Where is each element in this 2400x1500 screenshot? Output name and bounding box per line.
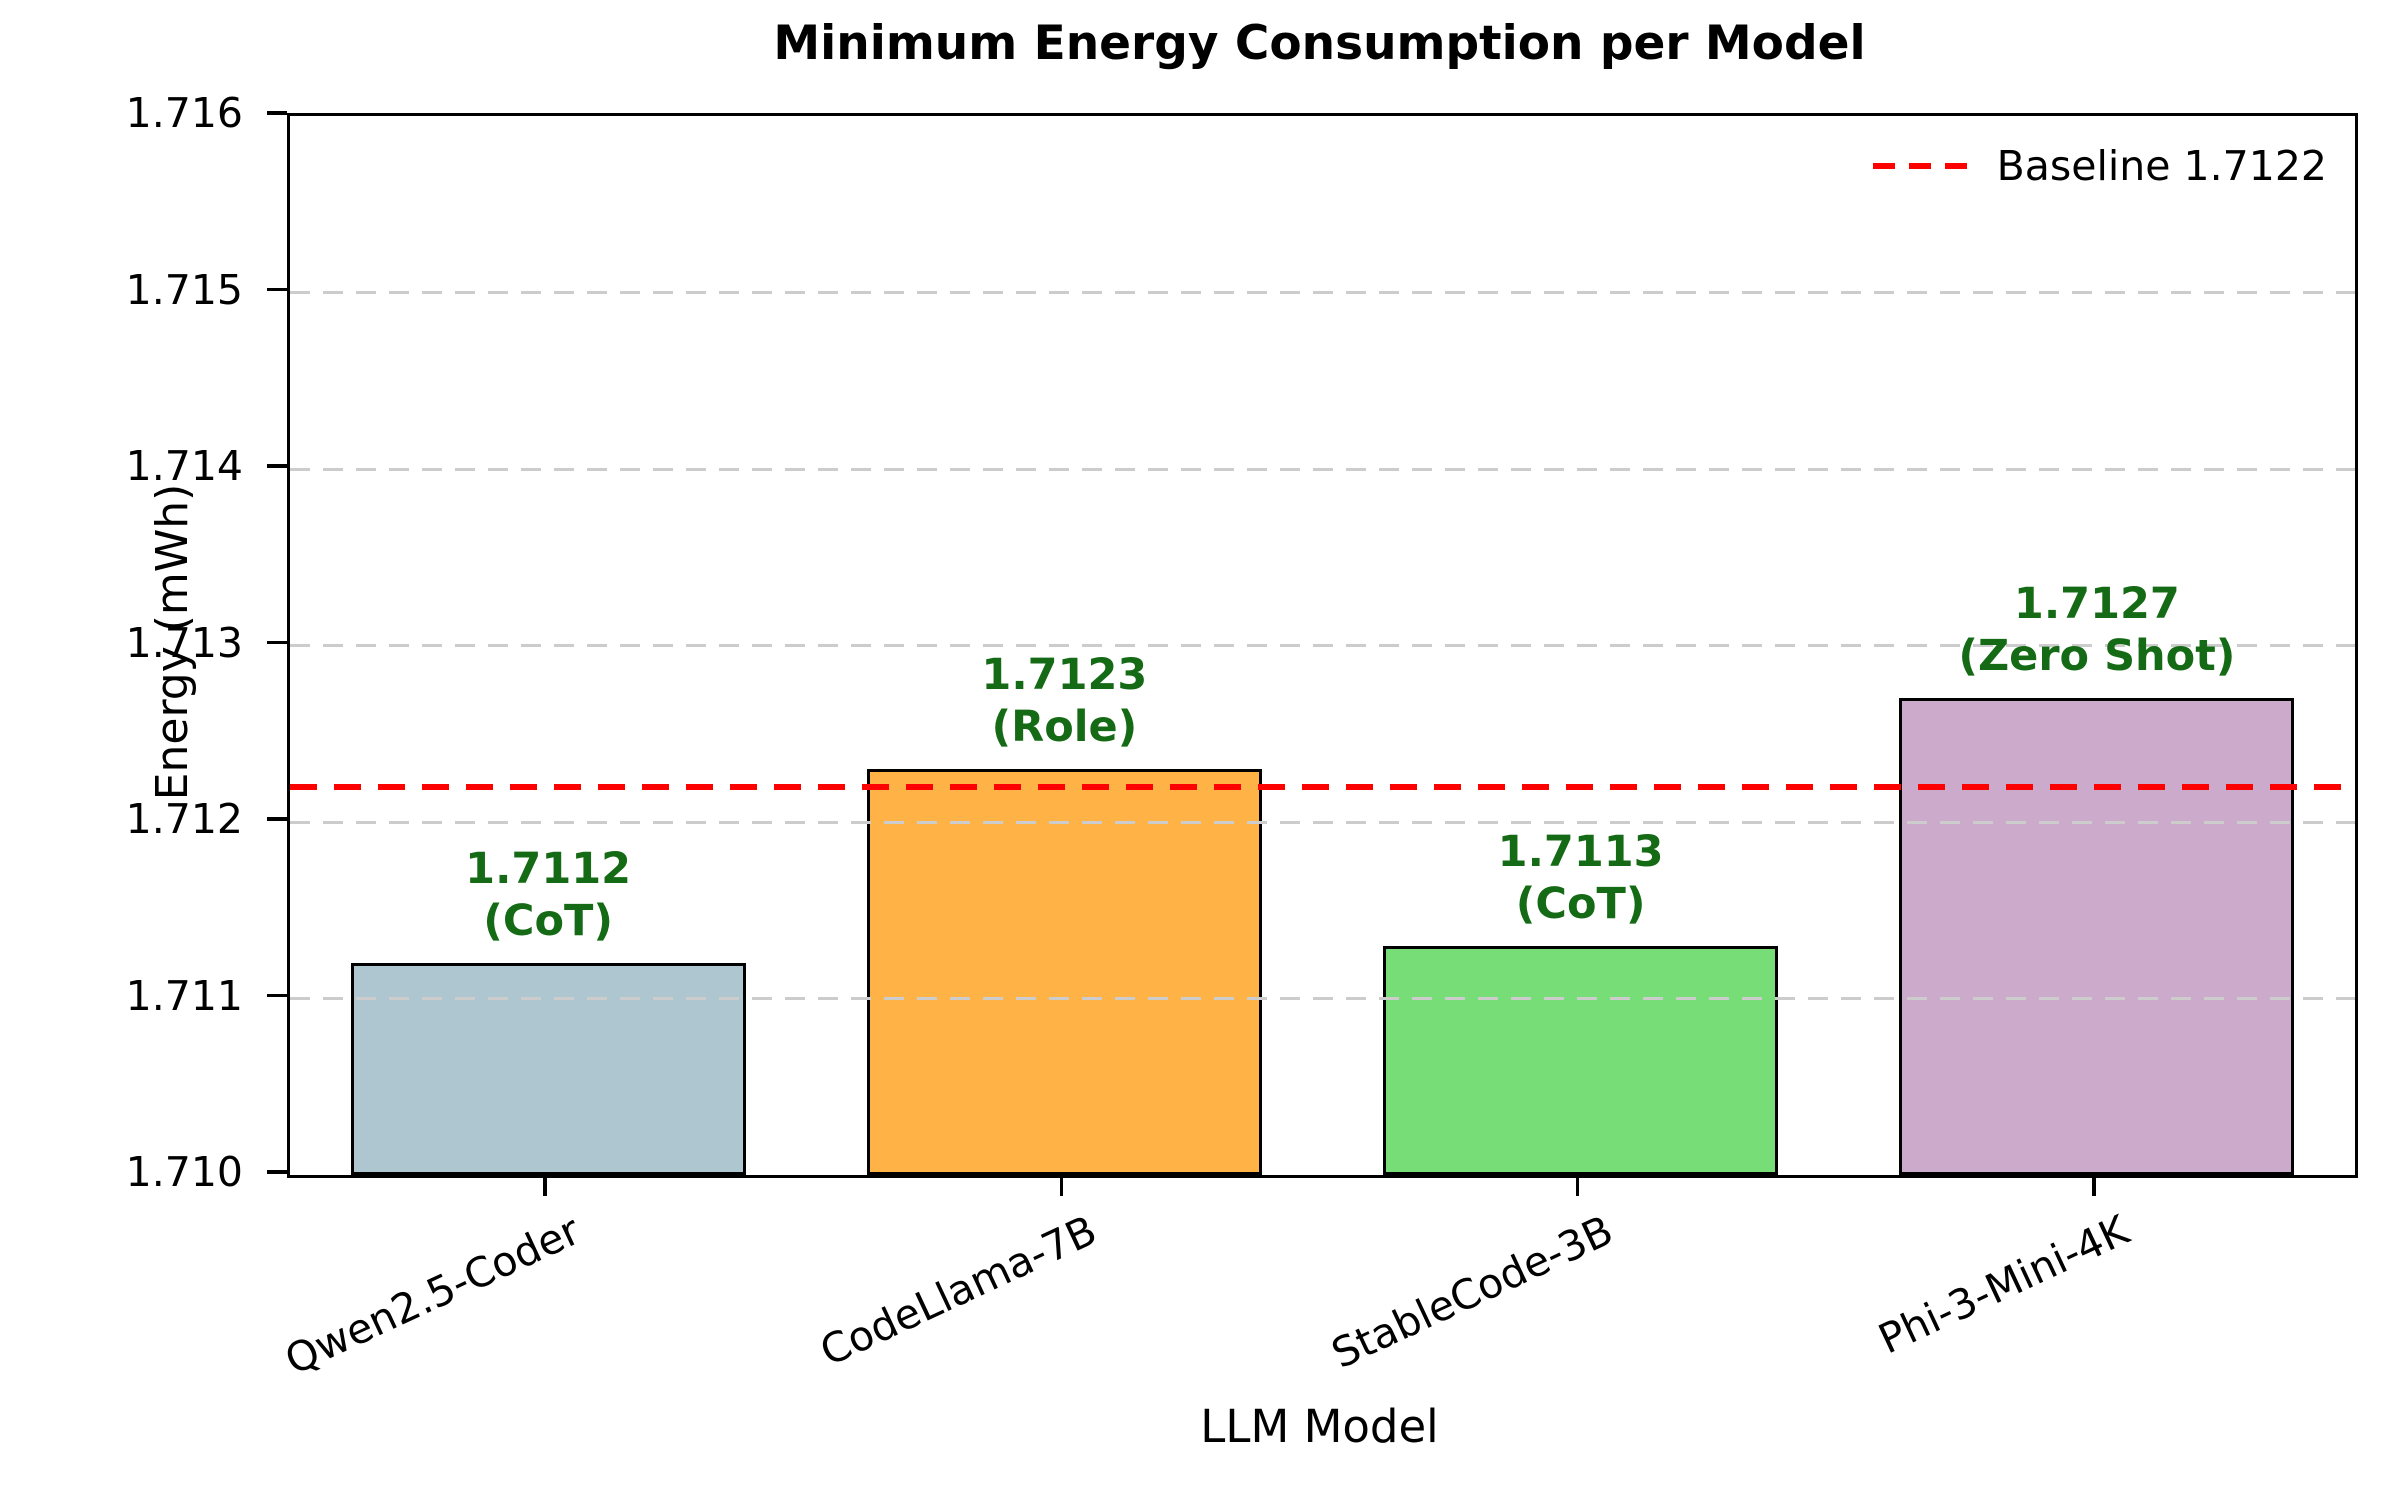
- y-tick-label: 1.715: [125, 265, 243, 314]
- annotation-strategy: (Role): [991, 702, 1138, 753]
- y-tick-label: 1.713: [125, 618, 243, 667]
- chart-title: Minimum Energy Consumption per Model: [773, 16, 1866, 71]
- y-tick-mark: [267, 817, 287, 821]
- y-tick-mark: [267, 640, 287, 645]
- gridline: [290, 997, 2355, 1000]
- baseline-legend-label: Baseline 1.7122: [1996, 142, 2327, 190]
- x-tick-mark: [1575, 1176, 1580, 1196]
- y-tick-label: 1.716: [125, 89, 243, 137]
- x-tick-label-CodeLlama-7B: CodeLlama-7B: [812, 1206, 1104, 1376]
- y-tick-mark: [267, 287, 287, 292]
- bar-annotation-Phi-3-Mini-4K: 1.7127 (Zero Shot): [1958, 578, 2235, 682]
- x-axis-title: LLM Model: [1200, 1400, 1439, 1453]
- y-tick-label: 1.710: [125, 1148, 243, 1196]
- annotation-value: 1.7127: [2013, 579, 2180, 630]
- y-tick-mark: [267, 993, 287, 998]
- x-tick-label-Phi-3-Mini-4K: Phi-3-Mini-4K: [1871, 1206, 2137, 1364]
- bar-Phi-3-Mini-4K: [1899, 698, 2295, 1175]
- y-tick-label: 1.711: [125, 971, 243, 1020]
- plot-area: 1.7112 (CoT) 1.7123 (Role) 1.7113 (CoT) 1.7127…: [287, 113, 2358, 1178]
- annotation-value: 1.7112: [465, 844, 632, 895]
- gridline: [290, 291, 2355, 294]
- x-tick-label-StableCode-3B: StableCode-3B: [1324, 1206, 1620, 1378]
- legend: Baseline 1.7122: [1872, 142, 2327, 190]
- x-axis: Qwen2.5-Coder CodeLlama-7B StableCode-3B Ph…: [278, 1176, 2352, 1406]
- gridline: [290, 467, 2355, 471]
- bar-annotation-CodeLlama-7B: 1.7123 (Role): [981, 649, 1147, 753]
- bar-Qwen2.5-Coder: [350, 963, 746, 1175]
- gridline: [290, 644, 2355, 647]
- bar-annotation-StableCode-3B: 1.7113 (CoT): [1498, 826, 1664, 930]
- y-tick-label: 1.712: [125, 795, 243, 843]
- annotation-value: 1.7123: [981, 650, 1148, 701]
- annotation-strategy: (CoT): [483, 896, 613, 947]
- y-tick-mark: [267, 1170, 287, 1174]
- bar-annotation-Qwen2.5-Coder: 1.7112 (CoT): [465, 843, 631, 947]
- x-tick-mark: [1059, 1176, 1064, 1196]
- y-tick-label: 1.714: [125, 442, 243, 490]
- y-tick-mark: [267, 464, 287, 468]
- x-tick-mark: [2092, 1176, 2096, 1196]
- y-axis: 1.710 1.711 1.712 1.713 1.714 1.715 1.716: [0, 89, 287, 1196]
- bar-CodeLlama-7B: [866, 769, 1262, 1175]
- gridline: [290, 820, 2355, 824]
- annotation-strategy: (CoT): [1515, 878, 1646, 929]
- annotation-strategy: (Zero Shot): [1958, 631, 2236, 682]
- y-tick-mark: [267, 111, 287, 115]
- x-tick-mark: [543, 1176, 547, 1196]
- annotation-value: 1.7113: [1497, 826, 1664, 877]
- baseline-line: [290, 783, 2355, 790]
- baseline-legend-swatch: [1872, 163, 1967, 169]
- bar-StableCode-3B: [1383, 945, 1779, 1175]
- x-tick-label-Qwen2.5-Coder: Qwen2.5-Coder: [278, 1206, 588, 1385]
